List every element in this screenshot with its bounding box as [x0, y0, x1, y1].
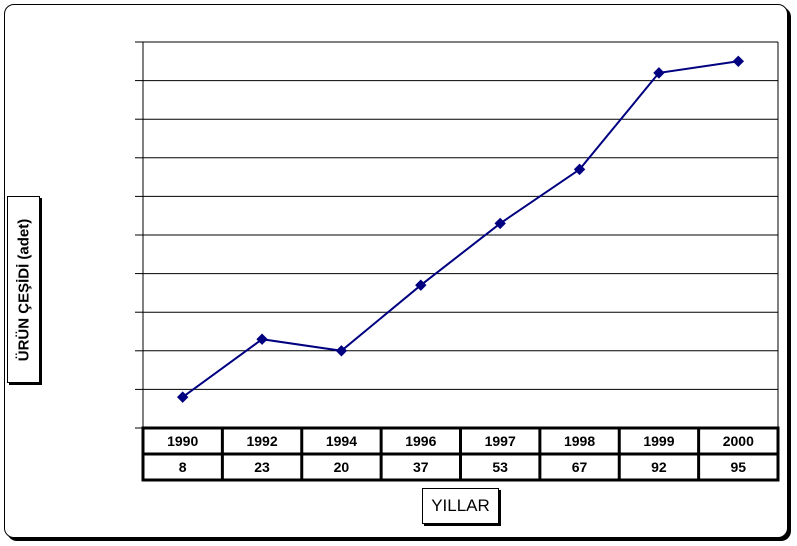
data-point [573, 163, 586, 176]
axis-layer [135, 41, 144, 429]
y-axis-title-box: ÜRÜN ÇEŞİDİ (adet) [7, 196, 40, 383]
data-point [176, 391, 189, 403]
data-point [335, 345, 348, 357]
data-table: 1990 8 1992 23 1994 20 1996 37 1997 53 1998 67 1999 9… [141, 426, 780, 482]
data-point [415, 279, 427, 291]
data-value-label: 67 [572, 459, 588, 475]
data-value-label: 37 [413, 459, 429, 475]
data-value-label: 53 [492, 459, 508, 475]
x-tick-label: 1996 [405, 433, 436, 449]
x-tick-label: 1998 [564, 433, 595, 449]
x-axis-title: YILLAR [431, 496, 490, 515]
chart-frame [4, 4, 788, 538]
x-tick-label: 1997 [485, 433, 516, 449]
x-tick-label: 1992 [246, 433, 277, 449]
data-value-label: 92 [651, 459, 667, 475]
grid-layer [143, 41, 779, 428]
x-axis-title-box: YILLAR [422, 488, 499, 524]
data-point [256, 333, 268, 345]
x-tick-label: 2000 [723, 433, 754, 449]
data-value-label: 8 [179, 459, 187, 475]
y-axis-title: ÜRÜN ÇEŞİDİ (adet) [15, 218, 32, 361]
x-tick-label: 1999 [643, 433, 674, 449]
x-tick-label: 1994 [326, 433, 357, 449]
data-value-label: 95 [731, 459, 747, 475]
data-point [494, 217, 506, 230]
data-value-label: 20 [334, 459, 350, 475]
data-point [653, 67, 665, 79]
series-line [182, 60, 739, 398]
series-layer [176, 55, 745, 403]
x-tick-label: 1990 [167, 433, 198, 449]
data-value-label: 23 [254, 459, 270, 475]
data-point [732, 55, 745, 68]
